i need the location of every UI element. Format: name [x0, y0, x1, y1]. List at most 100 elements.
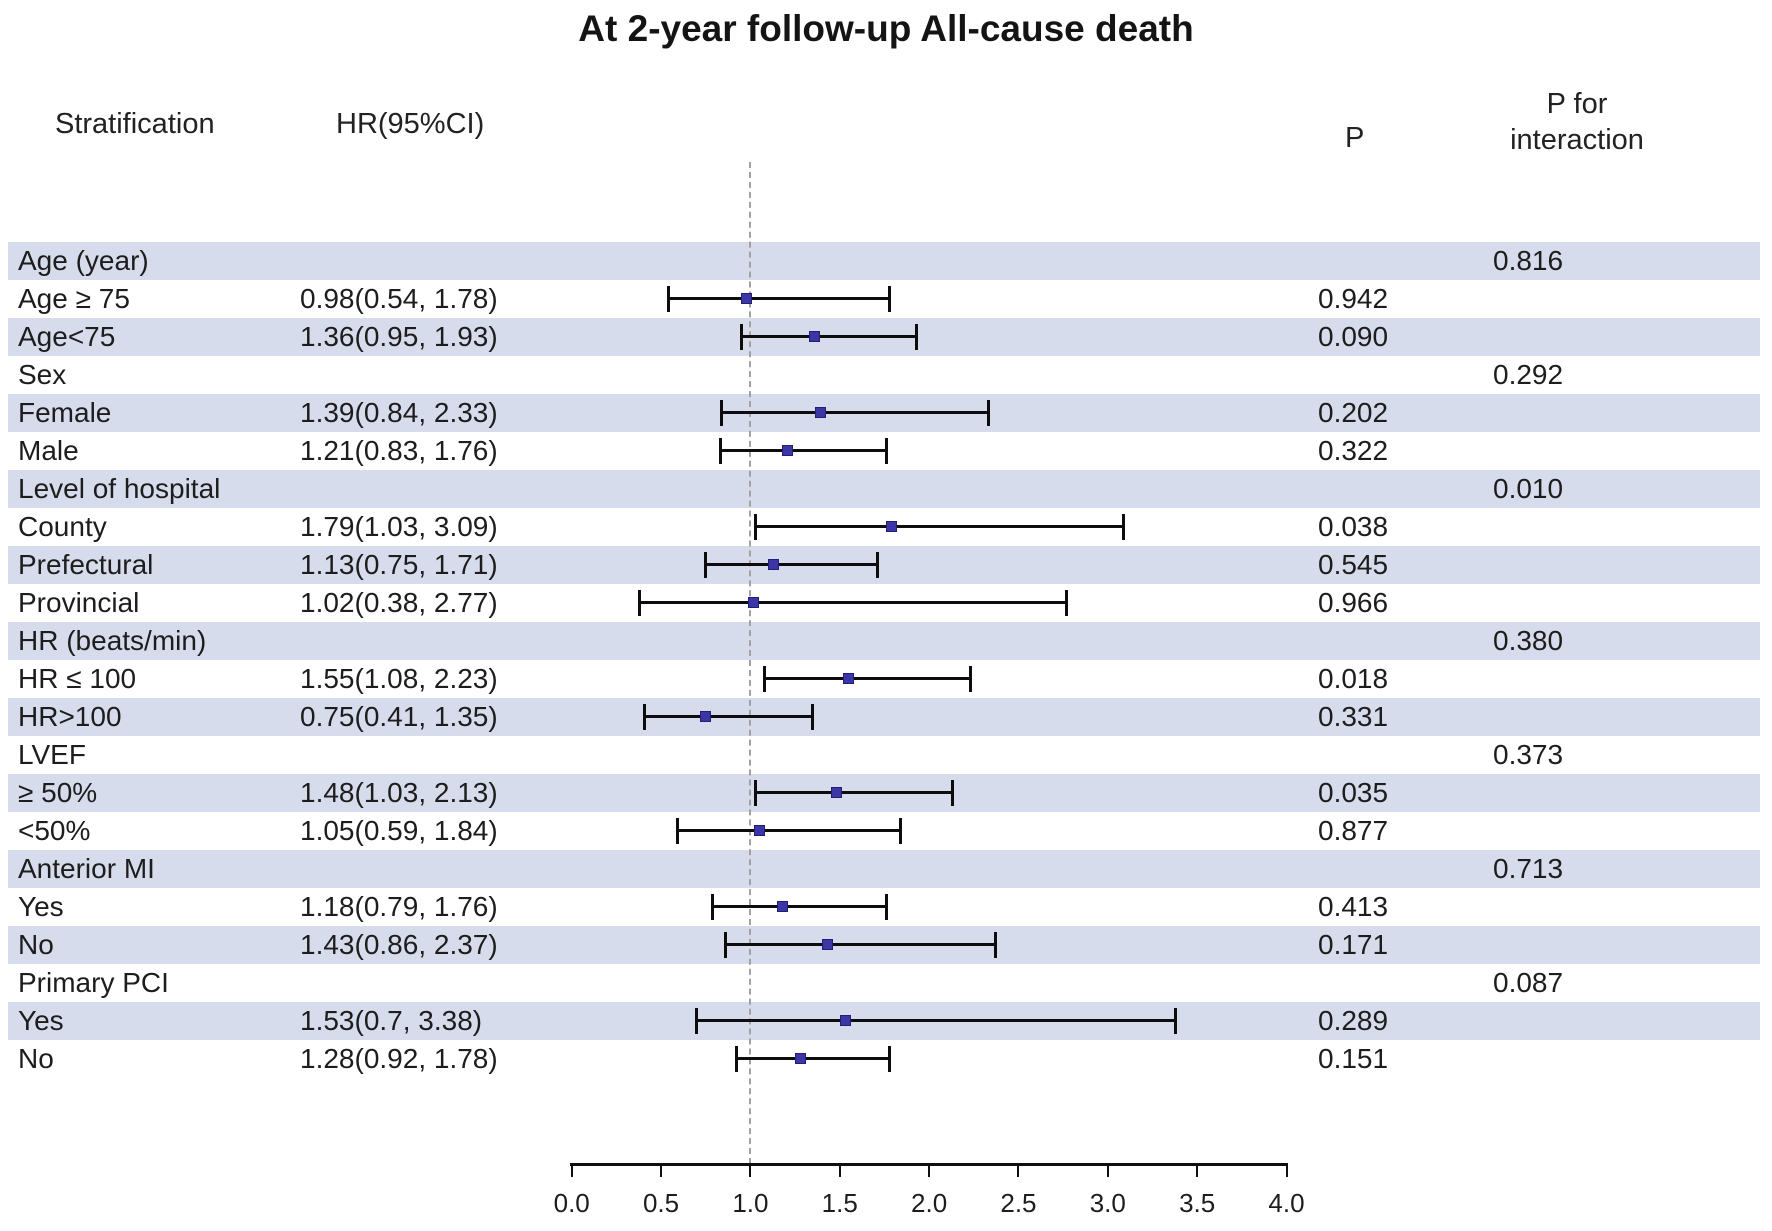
ci-bar — [720, 449, 887, 452]
row-label: Female — [18, 396, 112, 428]
ci-cap-left — [643, 703, 647, 730]
row-label: Level of hospital — [18, 472, 221, 504]
row-p-value: 0.966 — [1318, 586, 1389, 618]
ci-cap-left — [704, 551, 708, 578]
row-p-value: 0.035 — [1318, 776, 1389, 808]
row-p-value: 0.322 — [1318, 434, 1389, 466]
estimate-marker — [839, 1015, 851, 1026]
row-band — [8, 545, 1760, 584]
row-label: Yes — [18, 1004, 64, 1036]
row-band — [8, 241, 1760, 280]
row-p-value: 0.289 — [1318, 1004, 1389, 1036]
reference-line — [749, 162, 752, 1164]
row-label: LVEF — [18, 738, 86, 770]
chart-title: At 2-year follow-up All-cause death — [578, 8, 1194, 49]
row-band — [8, 697, 1760, 736]
x-axis-tick — [1285, 1165, 1288, 1177]
row-hr-text: 1.36(0.95, 1.93) — [300, 320, 498, 352]
ci-cap-left — [739, 323, 743, 350]
row-label: Age ≥ 75 — [18, 282, 130, 314]
ci-bar — [712, 905, 887, 908]
ci-cap-right — [884, 893, 888, 920]
ci-cap-left — [718, 437, 722, 464]
row-label: Age<75 — [18, 320, 116, 352]
row-p-interaction-value: 0.292 — [1493, 358, 1564, 390]
column-header-stratification: Stratification — [55, 108, 215, 140]
ci-cap-right — [888, 285, 892, 312]
column-header-hr-ci: HR(95%CI) — [336, 108, 485, 140]
estimate-marker — [782, 445, 794, 456]
ci-bar — [736, 1057, 890, 1060]
estimate-marker — [886, 521, 898, 532]
ci-cap-right — [1122, 513, 1126, 540]
ci-bar — [741, 335, 917, 338]
ci-bar — [677, 829, 901, 832]
row-hr-text: 1.53(0.7, 3.38) — [300, 1004, 483, 1036]
ci-bar — [725, 943, 996, 946]
x-axis-tick-label: 2.0 — [911, 1188, 948, 1218]
ci-cap-right — [950, 779, 954, 806]
x-axis-tick-label: 3.0 — [1089, 1188, 1126, 1218]
estimate-marker — [700, 711, 712, 722]
row-label: Male — [18, 434, 79, 466]
ci-cap-right — [811, 703, 815, 730]
row-p-value: 0.545 — [1318, 548, 1389, 580]
row-p-value: 0.038 — [1318, 510, 1389, 542]
row-hr-text: 1.21(0.83, 1.76) — [300, 434, 498, 466]
row-label: ≥ 50% — [18, 776, 98, 808]
x-axis-tick — [1017, 1165, 1020, 1177]
row-label: Prefectural — [18, 548, 154, 580]
ci-cap-right — [875, 551, 879, 578]
estimate-marker — [748, 597, 760, 608]
x-axis-tick — [838, 1165, 841, 1177]
row-label: HR ≤ 100 — [18, 662, 137, 694]
row-p-value: 0.413 — [1318, 890, 1389, 922]
estimate-marker — [814, 407, 826, 418]
ci-bar — [764, 677, 971, 680]
ci-bar — [644, 715, 813, 718]
row-p-value: 0.171 — [1318, 928, 1389, 960]
ci-cap-left — [638, 589, 642, 616]
ci-bar — [721, 411, 989, 414]
ci-cap-right — [899, 817, 902, 844]
row-label: <50% — [18, 814, 91, 846]
row-hr-text: 1.05(0.59, 1.84) — [300, 814, 498, 846]
row-p-value: 0.877 — [1318, 814, 1389, 846]
ci-cap-right — [888, 1045, 892, 1072]
row-hr-text: 1.39(0.84, 2.33) — [300, 396, 498, 428]
row-label: Primary PCI — [18, 966, 169, 998]
estimate-marker — [768, 559, 780, 570]
x-axis-tick-label: 0.5 — [642, 1188, 680, 1218]
x-axis-tick — [1196, 1165, 1199, 1177]
ci-cap-right — [1174, 1007, 1178, 1034]
p-interaction-header-line2: interaction — [1510, 124, 1644, 156]
estimate-marker — [777, 901, 789, 912]
row-hr-text: 1.13(0.75, 1.71) — [300, 548, 498, 580]
row-hr-text: 0.98(0.54, 1.78) — [300, 282, 498, 314]
row-p-value: 0.151 — [1318, 1042, 1389, 1074]
row-label: County — [18, 510, 107, 542]
row-label: Yes — [18, 890, 64, 922]
row-p-interaction-value: 0.380 — [1493, 624, 1564, 656]
x-axis-tick-label: 2.5 — [1000, 1188, 1037, 1218]
x-axis-tick-label: 4.0 — [1268, 1188, 1305, 1218]
x-axis-tick — [928, 1165, 931, 1177]
row-p-value: 0.018 — [1318, 662, 1389, 694]
x-axis-tick-label: 3.5 — [1179, 1188, 1216, 1218]
ci-cap-left — [734, 1045, 738, 1072]
x-axis-tick — [1106, 1165, 1109, 1177]
ci-cap-right — [884, 437, 888, 464]
row-band — [8, 849, 1760, 888]
row-label: HR>100 — [18, 700, 122, 732]
row-p-value: 0.090 — [1318, 320, 1389, 352]
row-p-interaction-value: 0.010 — [1493, 472, 1564, 504]
estimate-marker — [809, 331, 821, 342]
x-axis-line — [570, 1163, 1288, 1166]
x-axis-tick-label: 1.0 — [732, 1188, 769, 1218]
ci-cap-right — [993, 931, 997, 958]
row-p-interaction-value: 0.087 — [1493, 966, 1564, 998]
ci-bar — [639, 601, 1067, 604]
row-label: No — [18, 928, 54, 960]
p-interaction-header-line1: P for — [1546, 88, 1608, 120]
row-label: Sex — [18, 358, 67, 390]
